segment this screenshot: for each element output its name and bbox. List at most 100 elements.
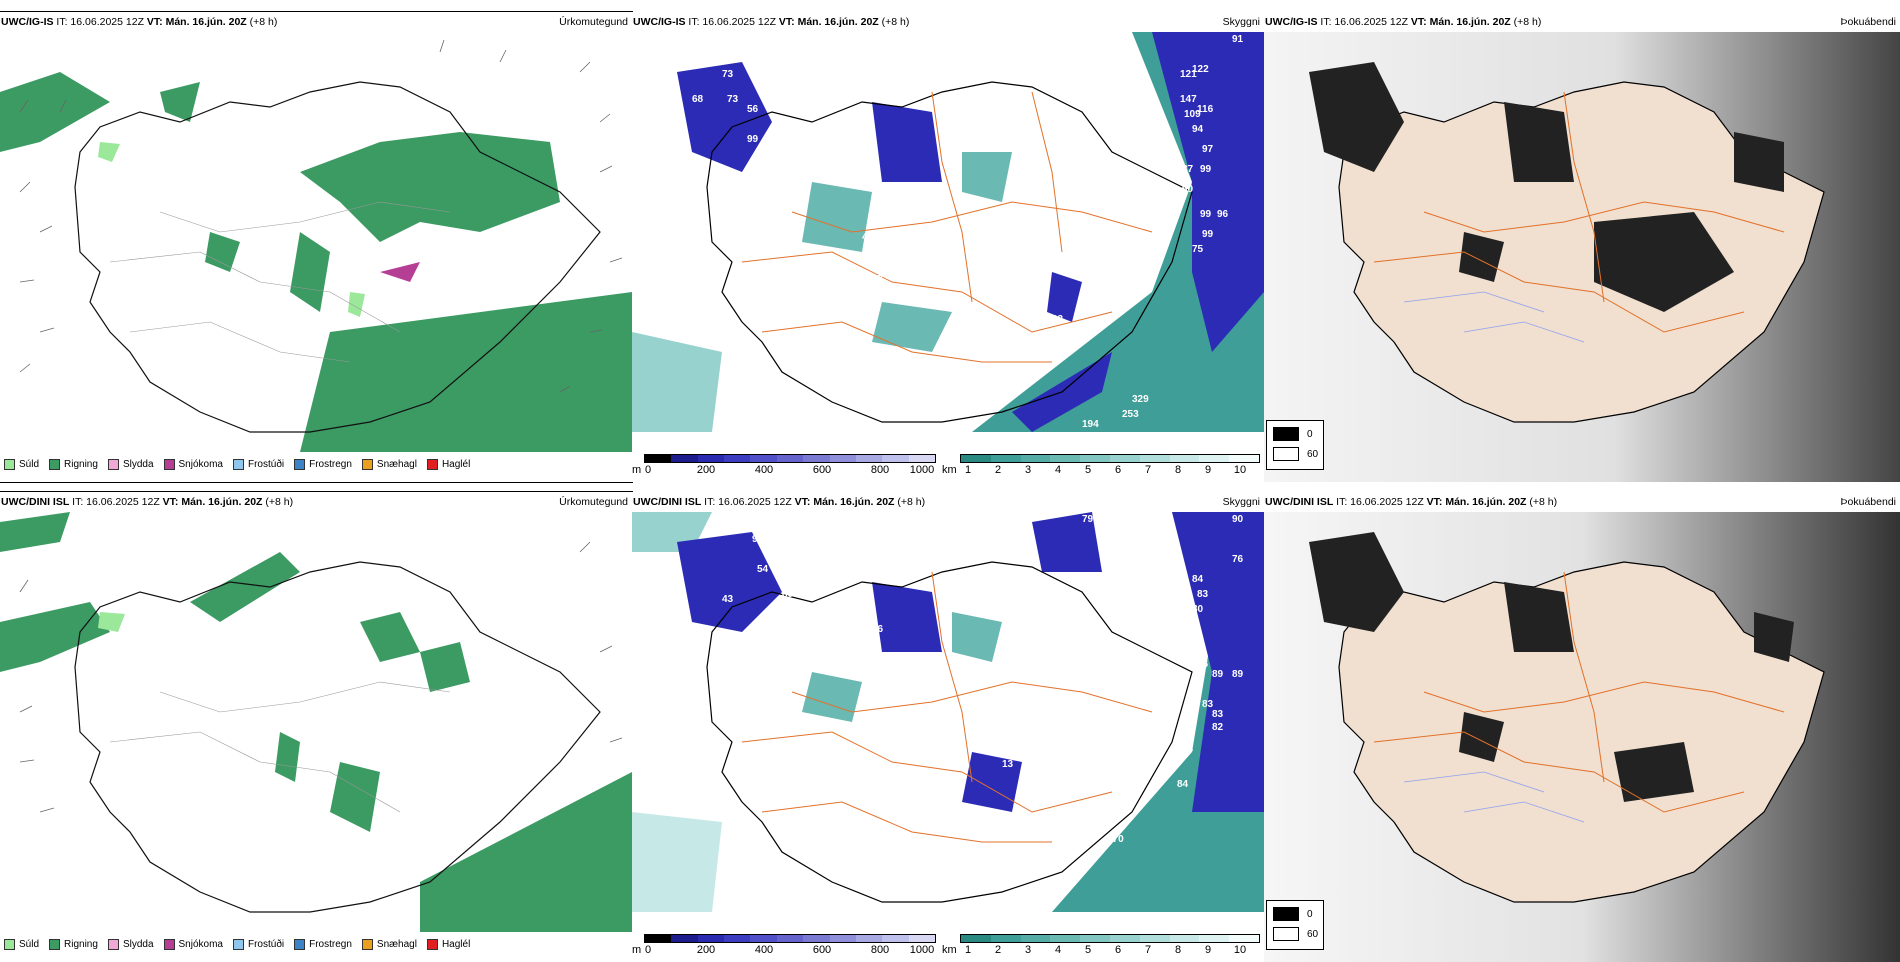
visibility-value-label: 64 <box>972 674 984 685</box>
vis-tick: 8 <box>1174 464 1182 476</box>
vis-tick: 6 <box>1114 464 1122 476</box>
ceiling-unit: m <box>632 944 642 956</box>
vis-map: 91 122 121 147 109 116 94 97 87 99 90 99 96 99 75 76 73 7… <box>632 32 1264 432</box>
visibility-value-label: 40 <box>862 232 874 243</box>
vis-tick: 7 <box>1144 464 1152 476</box>
vis-tick: 5 <box>1084 944 1092 956</box>
ramp-step <box>645 935 672 942</box>
panel-kind: Þokuábendi <box>1840 496 1896 508</box>
init-time: IT: 16.06.2025 12Z <box>1336 496 1424 508</box>
ramp-step <box>882 455 909 462</box>
legend-label: 60 <box>1307 448 1319 460</box>
valid-time: VT: Mán. 16.jún. 20Z <box>1426 496 1527 508</box>
ramp-step <box>1020 455 1051 462</box>
legend-swatch <box>361 458 373 470</box>
ceiling-colorbar: m 0 200 400 600 800 1000 <box>632 452 938 482</box>
ramp-step <box>855 935 883 942</box>
visibility-value-label: 83 <box>1197 589 1209 600</box>
valid-time: VT: Mán. 16.jún. 20Z <box>1410 16 1511 28</box>
ramp-step <box>961 935 991 942</box>
visibility-value-label: 57 <box>872 274 884 285</box>
ramp-step <box>1050 455 1081 462</box>
legend-item-slydda: Slydda <box>107 938 154 950</box>
legend-label: Slydda <box>122 458 154 470</box>
ceiling-tick: 600 <box>812 944 832 956</box>
ramp-step <box>990 935 1021 942</box>
model-name: UWC/IG-IS <box>1 16 54 28</box>
lead-time: (+8 h) <box>249 16 278 28</box>
visibility-value-label: 109 <box>1184 109 1201 120</box>
legend-swatch <box>49 938 61 950</box>
visibility-value-label: 80 <box>1192 604 1204 615</box>
visibility-value-label: 73 <box>727 94 739 105</box>
visibility-value-label: 74 <box>1182 744 1194 755</box>
legend-swatch <box>1273 907 1299 921</box>
visibility-value-label: 80 <box>882 229 894 240</box>
legend-item-rigning: Rigning <box>49 938 98 950</box>
ramp-step <box>671 455 698 462</box>
visibility-value-label: 91 <box>1232 34 1244 45</box>
visibility-value-label: 73 <box>722 69 734 80</box>
legend-label: Súld <box>19 938 40 950</box>
init-time: IT: 16.06.2025 12Z <box>56 16 144 28</box>
visibility-value-label: 107 <box>767 179 784 190</box>
panel-title: UWC/DINI ISL IT: 16.06.2025 12Z VT: Mán.… <box>1265 496 1898 510</box>
valid-time: VT: Mán. 16.jún. 20Z <box>778 16 879 28</box>
ramp-step <box>1080 455 1110 462</box>
legend-item-frostudi: Frostúði <box>232 938 284 950</box>
legend-item-sudl: Súld <box>4 938 40 950</box>
visibility-value-label: 89 <box>982 724 994 735</box>
legend-label: Haglél <box>441 458 471 470</box>
legend-item-snaehagl: Snæhagl <box>361 938 417 950</box>
legend-label: Súld <box>19 458 40 470</box>
ramp-step <box>961 455 991 462</box>
ceiling-colorbar: m 0 200 400 600 800 1000 <box>632 932 938 962</box>
visibility-value-label: 98 <box>752 534 764 545</box>
visibility-value-label: 87 <box>1182 164 1194 175</box>
ceiling-tick: 600 <box>812 464 832 476</box>
visibility-value-label: 93 <box>1052 314 1064 325</box>
vis-map: 79 153 170 231 275 90 76 84 81 83 80 74 86 89 89 83 83 82… <box>632 512 1264 912</box>
legend-swatch <box>232 938 244 950</box>
legend-swatch <box>107 938 119 950</box>
ramp-step <box>1199 935 1230 942</box>
legend-label: 0 <box>1307 428 1313 440</box>
legend-swatch <box>426 938 438 950</box>
visibility-value-label: 82 <box>1212 722 1224 733</box>
ramp-step <box>1169 455 1200 462</box>
legend-label: Snæhagl <box>376 458 417 470</box>
visibility-value-label: 89 <box>1212 669 1224 680</box>
visibility-value-label: 84 <box>1192 574 1204 585</box>
ramp-step <box>1109 455 1140 462</box>
legend-label: Frostregn <box>309 938 352 950</box>
legend-swatch <box>163 458 175 470</box>
precip-map <box>0 512 632 952</box>
visibility-value-label: 113 <box>752 169 769 180</box>
init-time: IT: 16.06.2025 12Z <box>72 496 160 508</box>
visibility-value-label: 96 <box>1217 209 1229 220</box>
legend-swatch <box>232 458 244 470</box>
legend-swatch <box>107 458 119 470</box>
ceiling-tick: 200 <box>696 944 716 956</box>
visibility-value-label: 66 <box>872 624 884 635</box>
ramp-step <box>671 935 698 942</box>
ramp-step <box>1109 935 1140 942</box>
panel-title: UWC/DINI ISL IT: 16.06.2025 12Z VT: Mán.… <box>633 496 1262 510</box>
ramp-step <box>1080 935 1110 942</box>
vis-tick: 9 <box>1204 464 1212 476</box>
panel-kind: Þokuábendi <box>1840 16 1896 28</box>
visibility-value-label: 13 <box>1002 759 1014 770</box>
legend-label: Frostregn <box>309 458 352 470</box>
legend-swatch <box>4 458 15 470</box>
visibility-value-label: 47 <box>732 279 744 290</box>
panel-kind: Skyggni <box>1222 496 1260 508</box>
ramp-step <box>855 455 883 462</box>
model-name: UWC/IG-IS <box>633 16 686 28</box>
vis-tick: 4 <box>1054 464 1062 476</box>
legend-label: Snjókoma <box>178 938 223 950</box>
visibility-value-label: 76 <box>1232 554 1244 565</box>
visibility-value-label: 99 <box>1202 229 1214 240</box>
visibility-value-label: 84 <box>1177 779 1189 790</box>
visibility-value-label: 76 <box>1162 144 1174 155</box>
vis-colorbar: km 1 2 3 4 5 6 7 8 9 10 <box>942 932 1264 962</box>
